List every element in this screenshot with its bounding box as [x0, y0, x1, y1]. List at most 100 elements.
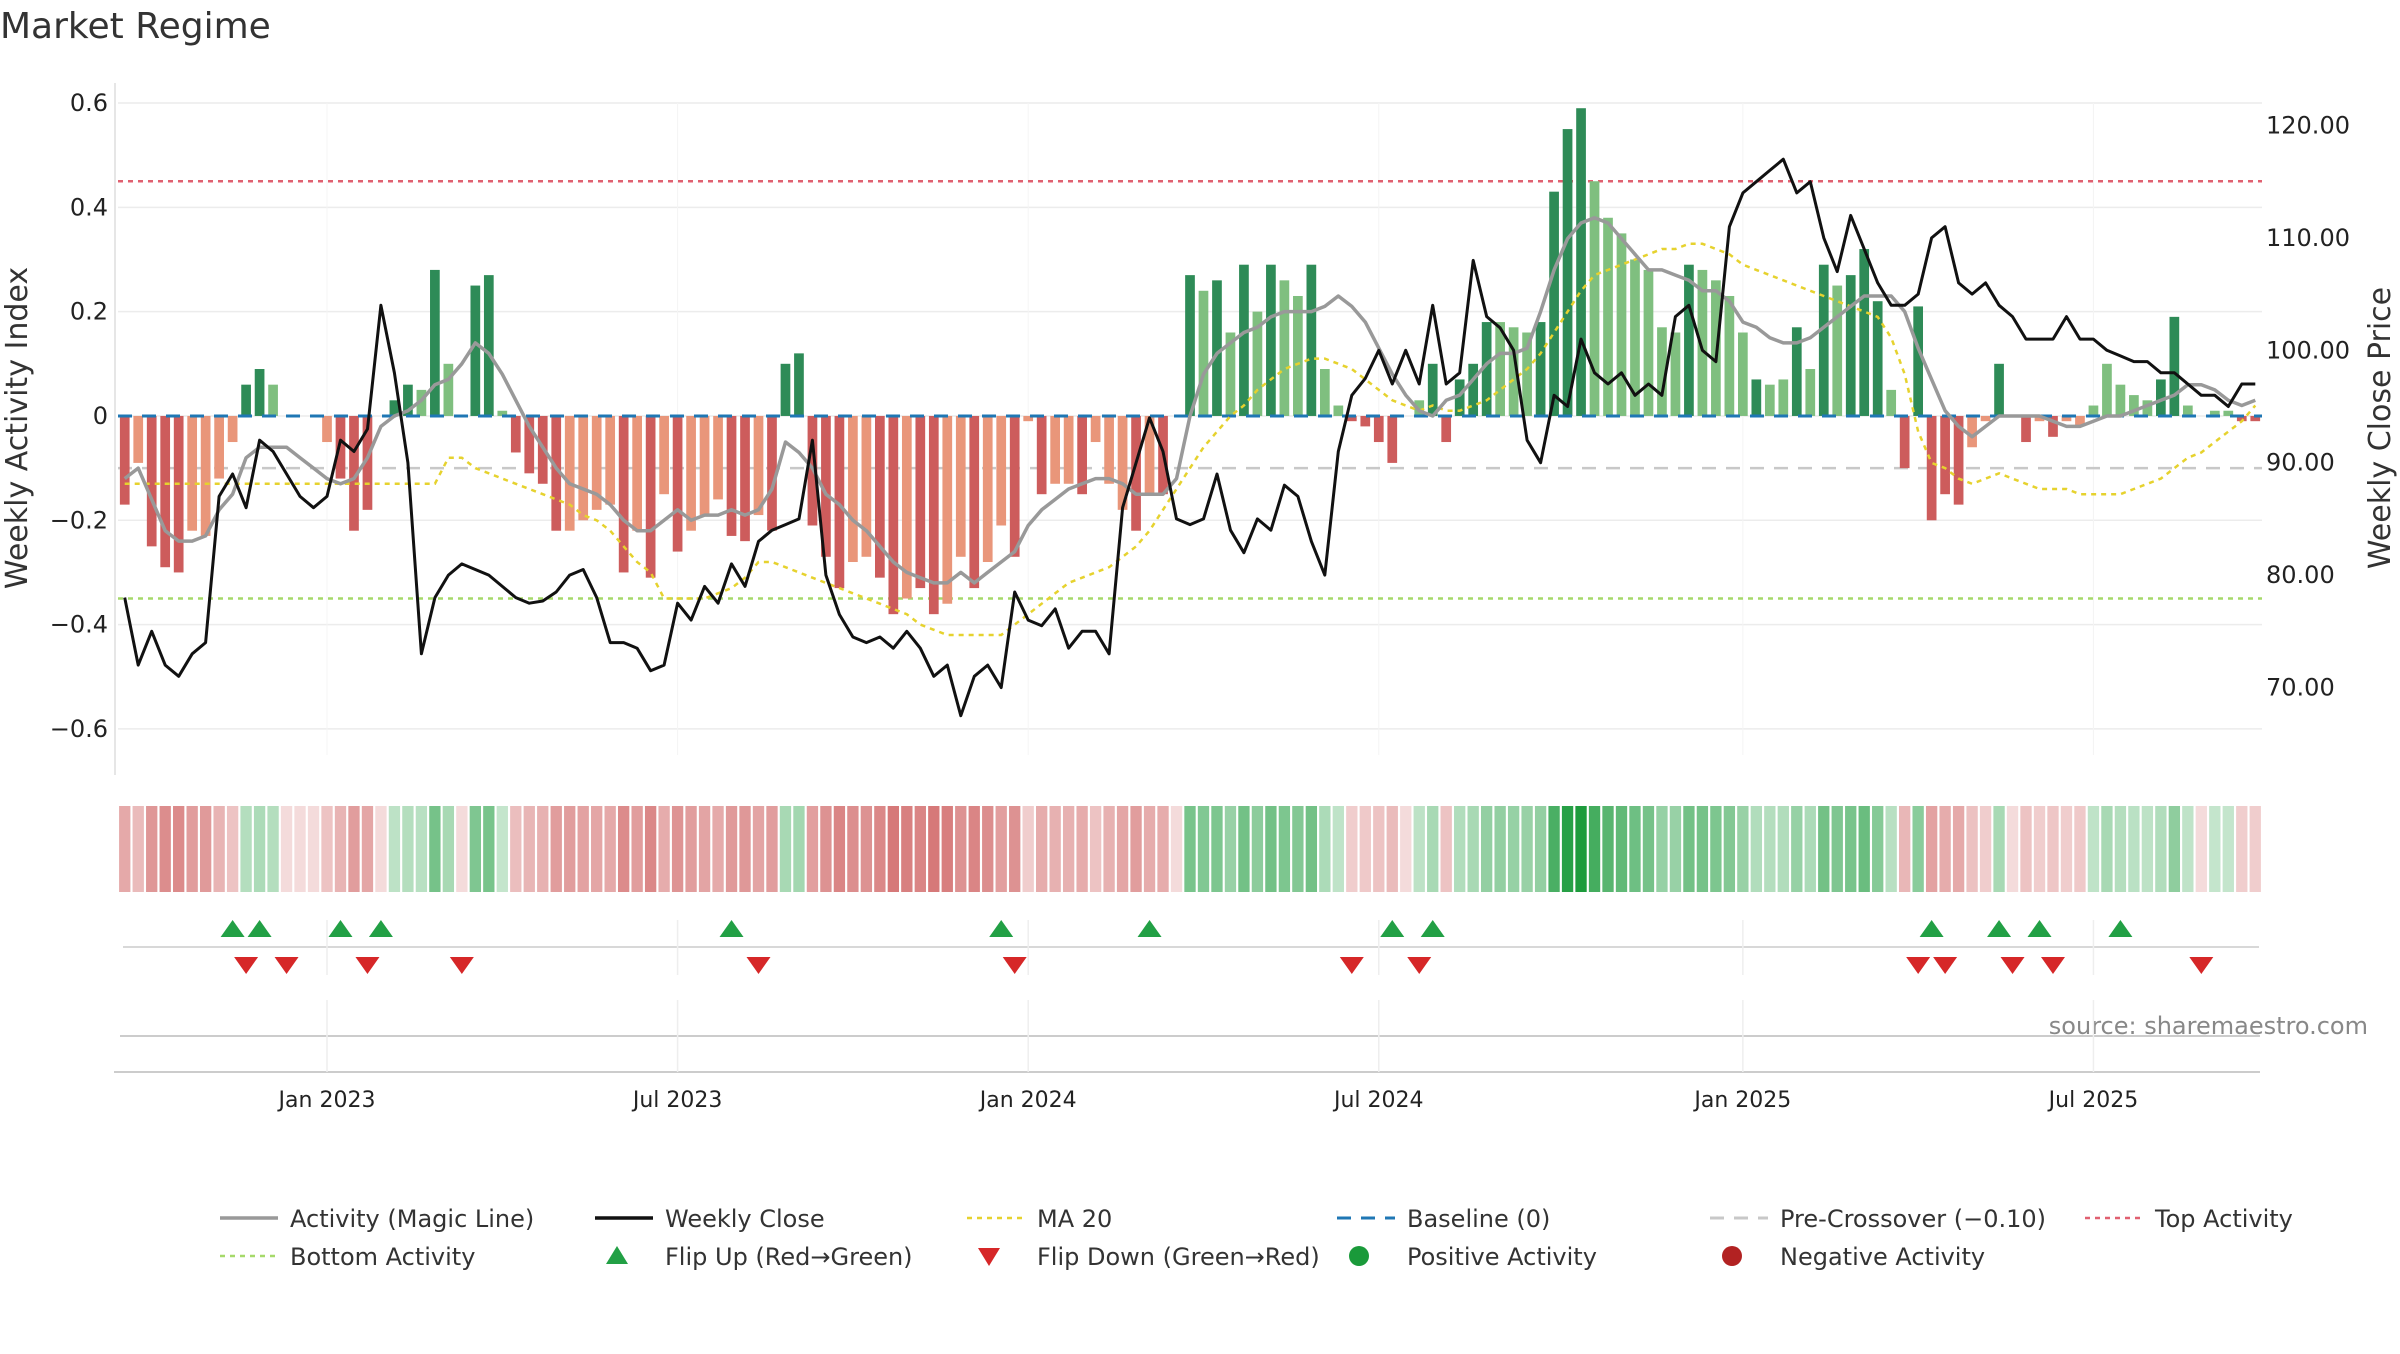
activity-bar [1225, 332, 1236, 416]
regime-cell [2060, 806, 2073, 892]
regime-cell [671, 806, 684, 892]
regime-cell [1116, 806, 1129, 892]
right-tick-label: 90.00 [2266, 449, 2335, 477]
activity-bar [1953, 415, 1964, 505]
regime-cell [1831, 806, 1843, 892]
activity-bar [605, 415, 616, 505]
activity-bar [1293, 295, 1303, 416]
activity-bar [1104, 415, 1114, 484]
regime-cell [1440, 806, 1452, 892]
right-tick-label: 70.00 [2266, 674, 2335, 702]
regime-cell [469, 806, 481, 892]
flip-up-marker [1987, 920, 2012, 937]
activity-bar [928, 415, 939, 615]
activity-bar [2034, 415, 2045, 422]
activity-bar [483, 275, 494, 416]
regime-cell [267, 806, 279, 892]
x-tick-label: Jan 2024 [978, 1088, 1077, 1113]
regime-cell [523, 806, 535, 892]
regime-cell [1683, 806, 1695, 892]
regime-cell [1656, 806, 1668, 892]
regime-cell [1103, 806, 1115, 892]
right-tick-label: 120.00 [2266, 111, 2350, 139]
regime-cell [1764, 806, 1776, 892]
regime-cell [1386, 806, 1398, 892]
activity-bar [1886, 389, 1897, 416]
regime-cell [644, 806, 657, 892]
regime-cell [2047, 806, 2059, 892]
regime-cell [2020, 806, 2032, 892]
flip-down-marker [1407, 957, 1432, 974]
activity-bar [955, 415, 966, 557]
flip-markers-panel [123, 920, 2259, 975]
activity-bar [430, 269, 440, 416]
regime-cell [2033, 806, 2046, 892]
regime-cell [173, 806, 185, 892]
activity-bar [1643, 269, 1654, 416]
flip-up-marker [989, 920, 1014, 937]
activity-bar [1185, 275, 1195, 416]
regime-cell [348, 806, 360, 892]
regime-cell [833, 806, 846, 892]
regime-cell [199, 806, 212, 892]
regime-cell [2222, 806, 2234, 892]
regime-cell [1925, 806, 1938, 892]
legend-label: Baseline (0) [1407, 1205, 1550, 1233]
regime-cell [456, 806, 468, 892]
activity-bar [1387, 415, 1398, 463]
activity-bar [780, 363, 791, 416]
regime-cell [1454, 806, 1466, 892]
activity-bar [1522, 332, 1532, 416]
regime-cell [415, 806, 428, 892]
legend-item: Pre-Crossover (−0.10) [1710, 1205, 2046, 1233]
flip-up-marker [220, 920, 245, 937]
regime-cell [2209, 806, 2221, 892]
activity-bar [389, 400, 400, 416]
activity-bar [551, 415, 562, 531]
left-tick-label: 0.6 [70, 89, 108, 117]
regime-cell [1534, 806, 1547, 892]
activity-bar [1050, 415, 1061, 484]
regime-cell [1427, 806, 1439, 892]
regime-cell [1480, 806, 1493, 892]
x-axis-panel: Jan 2023 Jul 2023 Jan 2024 Jul 2024 Jan 2025… [114, 1000, 2260, 1113]
regime-cell [2195, 806, 2207, 892]
activity-bar [1212, 280, 1222, 416]
regime-cell [146, 806, 158, 892]
regime-cell [1211, 806, 1223, 892]
regime-strip [119, 806, 2261, 892]
regime-cell [1588, 806, 1601, 892]
activity-bar [2021, 415, 2031, 443]
activity-bar [1333, 405, 1344, 416]
activity-bar [834, 415, 845, 589]
regime-cell [1022, 806, 1034, 892]
activity-bar [618, 415, 629, 573]
legend-label: Flip Down (Green→Red) [1037, 1243, 1320, 1271]
regime-cell [564, 806, 576, 892]
flip-down-marker [234, 957, 259, 974]
regime-cell [1521, 806, 1533, 892]
regime-cell [577, 806, 589, 892]
activity-bar [942, 415, 953, 604]
regime-cell [2236, 806, 2248, 892]
regime-cell [752, 806, 765, 892]
flip-down-marker [355, 957, 380, 974]
activity-bar [1872, 301, 1883, 416]
activity-bar [1279, 280, 1290, 416]
flip-down-marker [449, 957, 474, 974]
flip-down-marker [1339, 957, 1364, 974]
activity-bar [416, 389, 427, 416]
regime-cell [2182, 806, 2194, 892]
activity-bar [1117, 415, 1128, 510]
legend-label: Negative Activity [1780, 1243, 1985, 1271]
regime-cell [968, 806, 980, 892]
activity-bar [1468, 363, 1479, 416]
activity-bar [2223, 410, 2234, 416]
regime-cell [2168, 806, 2181, 892]
activity-bar [740, 415, 750, 542]
regime-cell [294, 806, 306, 892]
activity-bar [1603, 217, 1613, 416]
regime-cell [1413, 806, 1425, 892]
activity-bar [1090, 415, 1101, 443]
